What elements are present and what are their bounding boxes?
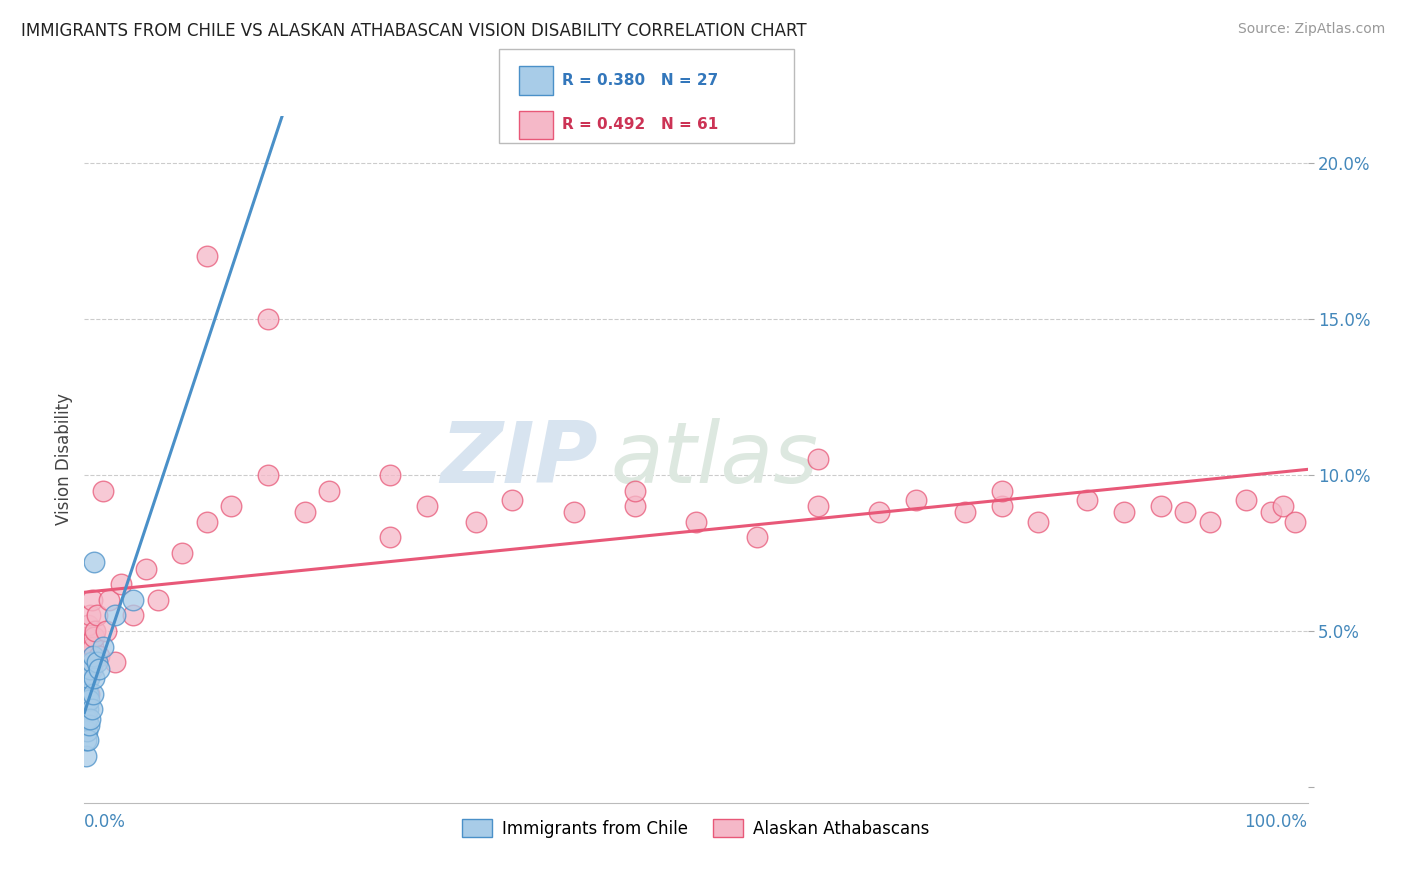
Point <box>86 655 108 669</box>
Point <box>77 687 100 701</box>
Text: ZIP: ZIP <box>440 417 598 501</box>
Point <box>172 546 194 560</box>
Point <box>219 500 242 514</box>
Point <box>416 500 439 514</box>
Point <box>76 680 98 694</box>
Point <box>122 592 145 607</box>
Point <box>562 505 585 519</box>
Point <box>77 687 100 701</box>
Point <box>135 562 157 576</box>
Point <box>1272 500 1295 514</box>
Point <box>77 640 100 654</box>
Point <box>80 655 103 669</box>
Point <box>110 577 132 591</box>
Point <box>1198 515 1220 529</box>
Point <box>77 617 100 632</box>
Point <box>83 630 105 644</box>
Point <box>257 312 280 326</box>
Point <box>87 649 110 664</box>
Point <box>104 655 127 669</box>
Legend: Immigrants from Chile, Alaskan Athabascans: Immigrants from Chile, Alaskan Athabasca… <box>454 811 938 846</box>
Point <box>318 483 340 498</box>
Point <box>991 500 1014 514</box>
Text: R = 0.492   N = 61: R = 0.492 N = 61 <box>562 118 718 132</box>
Text: 0.0%: 0.0% <box>84 814 127 831</box>
Point <box>86 608 108 623</box>
Point <box>75 717 97 731</box>
Point <box>75 687 97 701</box>
Point <box>747 530 769 544</box>
Point <box>77 702 100 716</box>
Point <box>807 452 830 467</box>
Point <box>807 500 830 514</box>
Text: atlas: atlas <box>610 417 818 501</box>
Text: 100.0%: 100.0% <box>1244 814 1308 831</box>
Point <box>76 724 98 739</box>
Y-axis label: Vision Disability: Vision Disability <box>55 393 73 525</box>
Point <box>502 492 524 507</box>
Point <box>83 671 105 685</box>
Point <box>624 483 647 498</box>
Point <box>195 249 218 264</box>
Point <box>77 671 100 685</box>
Point <box>1114 505 1136 519</box>
Point <box>122 608 145 623</box>
Point <box>195 515 218 529</box>
Point <box>75 702 97 716</box>
Text: Source: ZipAtlas.com: Source: ZipAtlas.com <box>1237 22 1385 37</box>
Text: IMMIGRANTS FROM CHILE VS ALASKAN ATHABASCAN VISION DISABILITY CORRELATION CHART: IMMIGRANTS FROM CHILE VS ALASKAN ATHABAS… <box>21 22 807 40</box>
Point <box>1028 515 1050 529</box>
Point <box>104 608 127 623</box>
Point <box>76 630 98 644</box>
Point <box>146 592 169 607</box>
Text: R = 0.380   N = 27: R = 0.380 N = 27 <box>562 73 718 87</box>
Point <box>624 500 647 514</box>
Point <box>294 505 316 519</box>
Point <box>76 692 98 706</box>
Point <box>79 655 101 669</box>
Point <box>991 483 1014 498</box>
Point <box>79 712 101 726</box>
Point <box>869 505 891 519</box>
Point <box>91 640 114 654</box>
Point <box>80 702 103 716</box>
Point <box>1284 515 1306 529</box>
Point <box>1076 492 1098 507</box>
Point <box>380 530 402 544</box>
Point <box>77 671 100 685</box>
Point <box>76 712 98 726</box>
Point <box>75 655 97 669</box>
Point <box>1236 492 1258 507</box>
Point <box>96 624 118 639</box>
Point <box>1150 500 1173 514</box>
Point <box>82 687 104 701</box>
Point <box>76 662 98 676</box>
Point <box>83 555 105 570</box>
Point <box>464 515 486 529</box>
Point <box>953 505 976 519</box>
Point <box>79 608 101 623</box>
Point <box>380 467 402 482</box>
Point <box>80 592 103 607</box>
Point <box>77 733 100 747</box>
Point <box>82 649 104 664</box>
Point <box>91 483 114 498</box>
Point <box>80 662 103 676</box>
Point <box>97 592 120 607</box>
Point <box>77 649 100 664</box>
Point <box>77 717 100 731</box>
Point <box>905 492 928 507</box>
Point <box>77 692 100 706</box>
Point <box>257 467 280 482</box>
Point <box>1260 505 1282 519</box>
Point <box>84 624 107 639</box>
Point <box>1174 505 1197 519</box>
Point <box>75 733 97 747</box>
Point <box>75 749 97 764</box>
Point <box>685 515 707 529</box>
Point <box>79 662 101 676</box>
Point <box>82 640 104 654</box>
Point <box>87 662 110 676</box>
